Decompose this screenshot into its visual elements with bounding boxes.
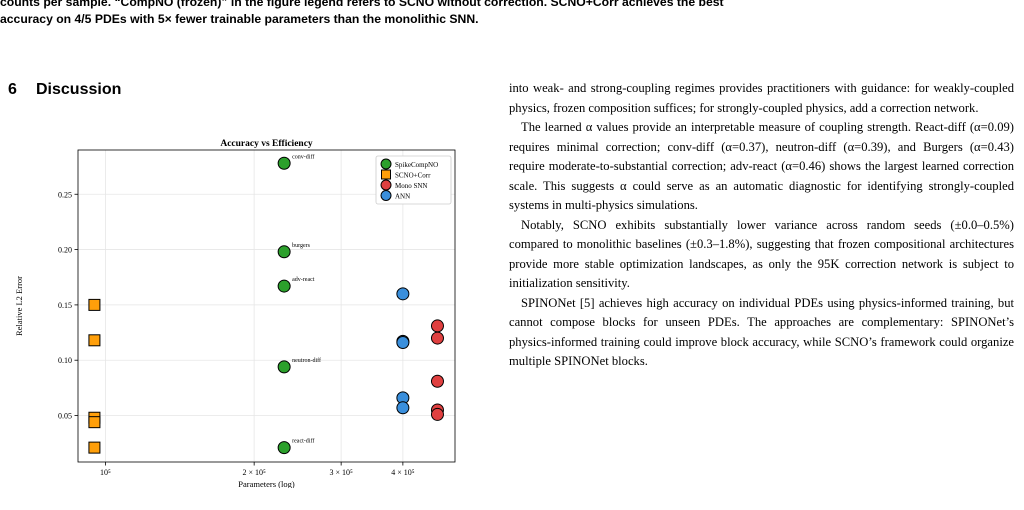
paragraph-3: Notably, SCNO exhibits substantially low… <box>509 216 1014 294</box>
scatter-chart: 10⁵ 2 × 10⁵ 3 × 10⁵ 4 × 10⁵ 0.05 0.10 0.15 0.20… <box>0 128 470 488</box>
point-label: adv-react <box>292 277 315 283</box>
point-label: burgers <box>292 243 311 249</box>
spikecompno-point <box>278 280 290 292</box>
caption-line-2: accuracy on 4/5 PDEs with 5× fewer train… <box>0 11 1024 28</box>
scno-corr-point <box>89 299 100 310</box>
legend-marker <box>382 170 391 179</box>
section-number: 6 <box>8 80 36 100</box>
ann-point <box>397 288 409 300</box>
spikecompno-point <box>278 361 290 373</box>
scno-corr-point <box>89 442 100 453</box>
spikecompno-point <box>278 157 290 169</box>
ann-point <box>397 402 409 414</box>
point-label: react-diff <box>292 438 314 445</box>
mono-snn-point <box>431 320 443 332</box>
x-axis-label: Parameters (log) <box>238 479 295 488</box>
y-tick-label: 0.20 <box>58 246 72 255</box>
section-heading: 6 Discussion <box>8 80 121 100</box>
legend-label: SCNO+Corr <box>395 172 431 180</box>
x-tick-label: 4 × 10⁵ <box>391 468 415 477</box>
paragraph-4: SPINONet [5] achieves high accuracy on i… <box>509 294 1014 372</box>
body-column: into weak- and strong-coupling regimes p… <box>509 79 1014 372</box>
scno-corr-point <box>89 417 100 428</box>
figure-caption: counts per sample. “CompNO (frozen)” in … <box>0 0 1024 28</box>
y-axis-label: Relative L2 Error <box>14 276 24 336</box>
point-label: conv-diff <box>292 153 314 160</box>
y-tick-label: 0.10 <box>58 356 72 365</box>
paragraph-2: The learned α values provide an interpre… <box>509 118 1014 216</box>
x-tick-label: 10⁵ <box>100 468 111 477</box>
mono-snn-point <box>431 408 443 420</box>
body-column-clip: into weak- and strong-coupling regimes p… <box>509 79 1014 510</box>
mono-snn-point <box>431 375 443 387</box>
point-label: neutron-diff <box>292 357 321 364</box>
spikecompno-point <box>278 246 290 258</box>
chart-title: Accuracy vs Efficiency <box>220 139 313 149</box>
legend-label: SpikeCompNO <box>395 161 438 169</box>
paragraph-1: into weak- and strong-coupling regimes p… <box>509 79 1014 118</box>
section-title: Discussion <box>36 81 121 98</box>
y-tick-label: 0.15 <box>58 301 72 310</box>
legend-label: ANN <box>395 193 410 201</box>
mono-snn-point <box>431 332 443 344</box>
legend-marker <box>381 180 391 190</box>
x-tick-label: 3 × 10⁵ <box>329 468 353 477</box>
ann-point <box>397 337 409 349</box>
y-tick-label: 0.25 <box>58 190 72 199</box>
spikecompno-point <box>278 442 290 454</box>
scno-corr-point <box>89 335 100 346</box>
x-tick-label: 2 × 10⁵ <box>242 468 266 477</box>
caption-line-1: counts per sample. “CompNO (frozen)” in … <box>0 0 1024 11</box>
y-tick-label: 0.05 <box>58 412 72 421</box>
legend-label: Mono SNN <box>395 182 427 190</box>
legend-marker <box>381 159 391 169</box>
legend-marker <box>381 191 391 201</box>
scatter-figure: 10⁵ 2 × 10⁵ 3 × 10⁵ 4 × 10⁵ 0.05 0.10 0.15 0.20… <box>0 128 470 488</box>
